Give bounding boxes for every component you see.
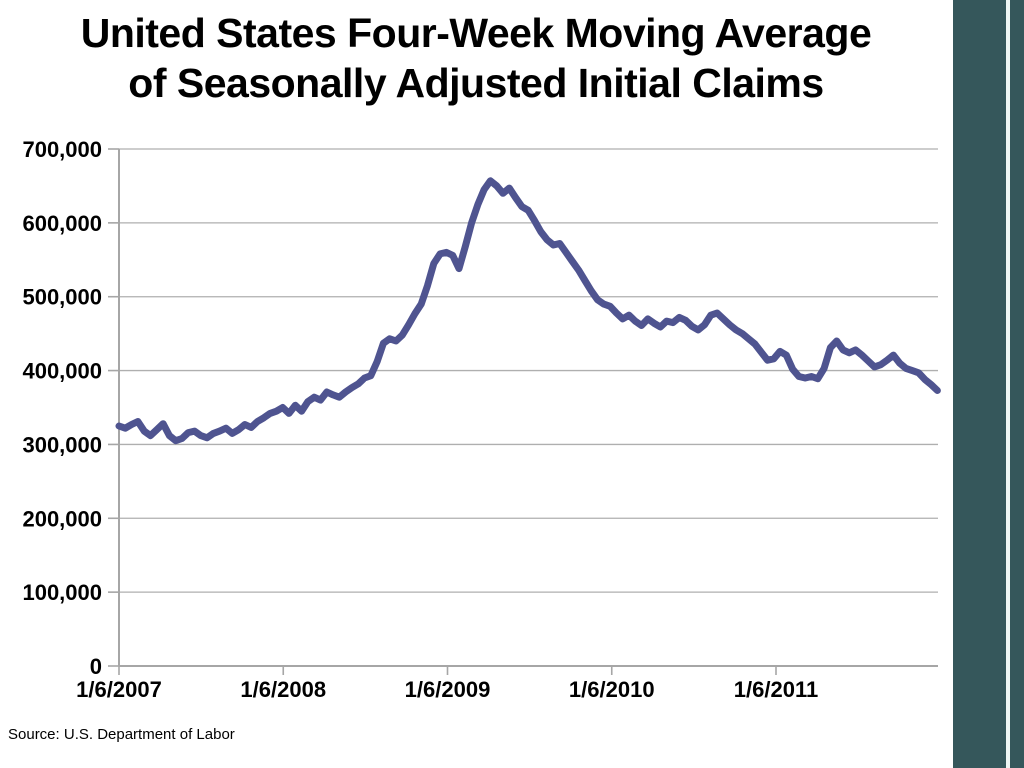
claims-series-line [115, 177, 941, 445]
y-axis-tick-label: 400,000 [22, 359, 102, 384]
y-axis-tick-label: 600,000 [22, 211, 102, 236]
y-axis-tick-label: 300,000 [22, 432, 102, 457]
chart-title-line2: of Seasonally Adjusted Initial Claims [128, 60, 824, 106]
source-note: Source: U.S. Department of Labor [8, 726, 235, 743]
x-axis-tick-label: 1/6/2009 [405, 677, 491, 702]
sidebar-stripe [1006, 0, 1010, 768]
x-axis-tick-label: 1/6/2011 [734, 677, 818, 702]
x-axis-tick-label: 1/6/2008 [240, 677, 326, 702]
chart-title: United States Four-Week Moving Average o… [0, 8, 952, 108]
y-axis-tick-label: 100,000 [22, 580, 102, 605]
y-axis-tick-label: 500,000 [22, 285, 102, 310]
y-axis-tick-label: 0 [90, 654, 102, 679]
y-axis-tick-label: 700,000 [22, 137, 102, 162]
y-axis-tick-label: 200,000 [22, 506, 102, 531]
chart-title-line1: United States Four-Week Moving Average [80, 10, 872, 56]
x-axis-tick-label: 1/6/2010 [569, 677, 655, 702]
x-axis-tick-label: 1/6/2007 [76, 677, 162, 702]
right-sidebar-decoration [953, 0, 1024, 768]
